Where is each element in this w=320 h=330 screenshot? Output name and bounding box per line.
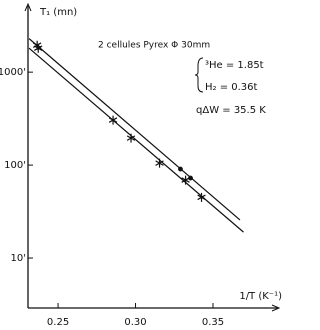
y-tick-label: 100'	[4, 160, 26, 171]
y-arrow	[24, 2, 32, 12]
asterisk-point	[34, 43, 43, 53]
y-tick-label: 10'	[11, 253, 26, 264]
y-tick-label: 1000'	[0, 67, 26, 78]
fit-line	[28, 47, 244, 233]
annotation: 2 cellules Pyrex Φ 30mm	[98, 41, 210, 51]
chart: T₁ (mn) 1/T (K⁻¹) 2 cellules Pyrex Φ 30m…	[0, 2, 282, 328]
fit-line	[28, 38, 241, 221]
annotation: ³He = 1.85t	[205, 60, 264, 71]
annotation: H₂ = 0.36t	[205, 82, 258, 93]
annotation: qΔW = 35.5 K	[196, 105, 266, 116]
brace	[194, 57, 204, 93]
x-tick-label: 0.25	[47, 317, 69, 328]
x-tick-label: 0.30	[124, 317, 146, 328]
x-tick-label: 0.35	[202, 317, 224, 328]
x-label: 1/T (K⁻¹)	[239, 291, 282, 302]
y-label: T₁ (mn)	[39, 7, 77, 18]
x-arrow	[271, 304, 281, 312]
